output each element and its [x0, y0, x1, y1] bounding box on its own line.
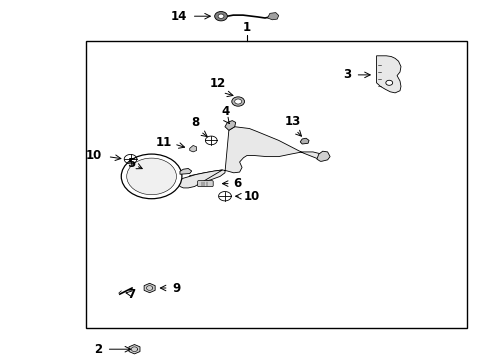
Circle shape	[126, 158, 176, 195]
Polygon shape	[376, 56, 400, 93]
Polygon shape	[178, 170, 222, 188]
Polygon shape	[189, 145, 196, 152]
Text: 14: 14	[170, 10, 186, 23]
Polygon shape	[267, 13, 278, 20]
Circle shape	[218, 14, 224, 18]
Polygon shape	[144, 283, 155, 293]
Polygon shape	[188, 127, 325, 183]
Text: 7: 7	[127, 288, 135, 301]
Circle shape	[234, 99, 241, 104]
Polygon shape	[300, 138, 308, 144]
Text: 2: 2	[94, 343, 102, 356]
Circle shape	[121, 154, 182, 199]
Text: 13: 13	[284, 115, 300, 128]
FancyBboxPatch shape	[197, 181, 213, 187]
Polygon shape	[316, 151, 329, 161]
Text: 12: 12	[209, 77, 225, 90]
Text: 9: 9	[172, 282, 180, 294]
Circle shape	[214, 12, 227, 21]
Circle shape	[231, 97, 244, 106]
Circle shape	[385, 80, 392, 85]
Text: 1: 1	[243, 21, 250, 34]
Polygon shape	[180, 168, 191, 174]
Text: 3: 3	[342, 68, 350, 81]
Text: 10: 10	[243, 190, 259, 203]
Text: 11: 11	[156, 136, 172, 149]
Text: 4: 4	[222, 105, 229, 118]
Text: 5: 5	[127, 157, 135, 170]
Text: 6: 6	[233, 177, 242, 190]
Text: 10: 10	[85, 149, 102, 162]
Polygon shape	[224, 121, 235, 130]
Bar	[85, 41, 466, 328]
Polygon shape	[129, 345, 140, 354]
Text: 8: 8	[191, 116, 199, 129]
